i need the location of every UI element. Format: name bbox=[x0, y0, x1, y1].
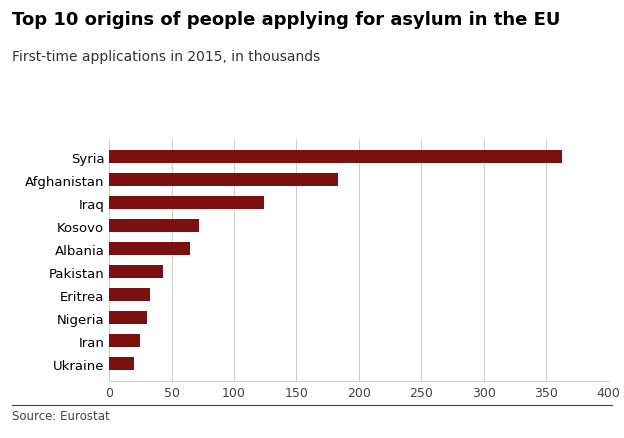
Bar bbox=[109, 289, 150, 301]
Bar bbox=[109, 311, 147, 324]
Text: Top 10 origins of people applying for asylum in the EU: Top 10 origins of people applying for as… bbox=[12, 11, 561, 29]
Bar bbox=[109, 174, 338, 187]
Bar bbox=[109, 197, 264, 210]
Text: Source: Eurostat: Source: Eurostat bbox=[12, 410, 110, 423]
Text: First-time applications in 2015, in thousands: First-time applications in 2015, in thou… bbox=[12, 50, 321, 64]
Bar bbox=[109, 243, 190, 255]
Bar bbox=[109, 151, 562, 164]
Bar bbox=[109, 266, 163, 279]
Bar bbox=[109, 220, 199, 233]
Bar bbox=[109, 335, 140, 347]
Bar bbox=[109, 357, 134, 370]
